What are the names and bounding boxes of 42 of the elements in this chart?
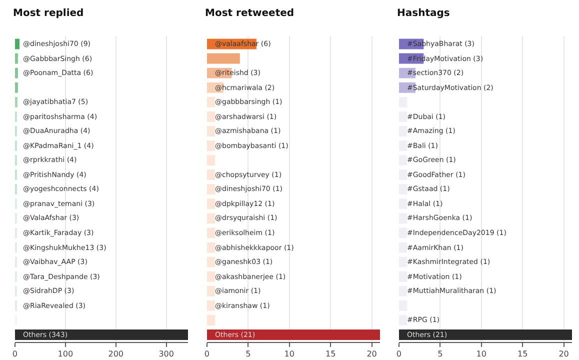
chart-title: Most retweeted [205, 8, 294, 19]
bar [14, 68, 18, 78]
bar [206, 126, 216, 136]
bar [206, 198, 216, 210]
bar [206, 286, 216, 296]
bar [14, 53, 18, 64]
x-tick-label: 0 [204, 350, 210, 359]
x-tick-label: 15 [325, 350, 336, 359]
bar [206, 140, 216, 151]
x-tick-label: 10 [476, 350, 486, 359]
chart-title: Most replied [13, 8, 84, 19]
bar [398, 330, 572, 340]
bar [206, 314, 216, 326]
bar [206, 271, 216, 282]
x-tick-label: 200 [108, 350, 124, 359]
bar [206, 242, 216, 253]
bar [206, 96, 216, 108]
x-tick-label: 20 [366, 350, 377, 359]
bar [14, 38, 20, 50]
x-tick-label: 5 [246, 350, 251, 359]
bar [206, 184, 216, 195]
x-tick-label: 100 [58, 350, 74, 359]
x-tick-label: 300 [158, 350, 174, 359]
bar [206, 213, 216, 224]
bar [14, 82, 18, 93]
x-tick-label: 15 [517, 350, 528, 359]
bar [14, 96, 18, 108]
bar [206, 111, 216, 122]
x-tick-label: 5 [438, 350, 443, 359]
x-tick-label: 0 [12, 350, 18, 359]
bar [206, 300, 216, 311]
chart-title: Hashtags [397, 8, 450, 19]
bar [206, 170, 216, 180]
x-tick-label: 0 [396, 350, 402, 359]
bar [206, 256, 216, 268]
x-tick-label: 10 [284, 350, 294, 359]
bar [206, 155, 216, 166]
x-tick-label: 20 [558, 350, 569, 359]
bar [206, 330, 380, 340]
bar [206, 228, 216, 238]
bar [206, 53, 240, 64]
bar [14, 330, 188, 340]
